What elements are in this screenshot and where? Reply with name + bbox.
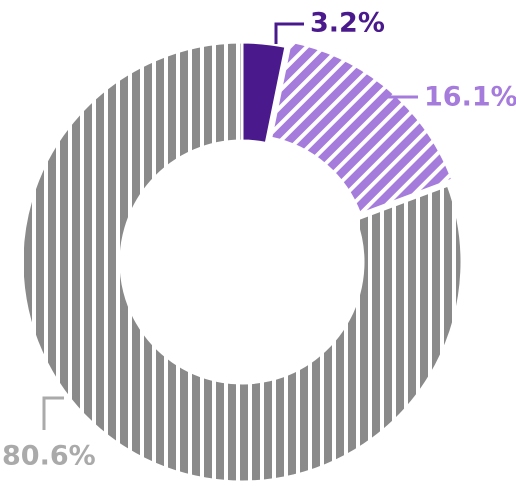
slice [240,40,288,146]
leader-line [42,396,64,430]
value-label: 16.1% [424,82,516,113]
leader-line [274,22,304,44]
value-label: 80.6% [2,441,96,472]
value-label: 3.2% [310,8,385,39]
slice [268,39,455,217]
slice [20,40,464,484]
